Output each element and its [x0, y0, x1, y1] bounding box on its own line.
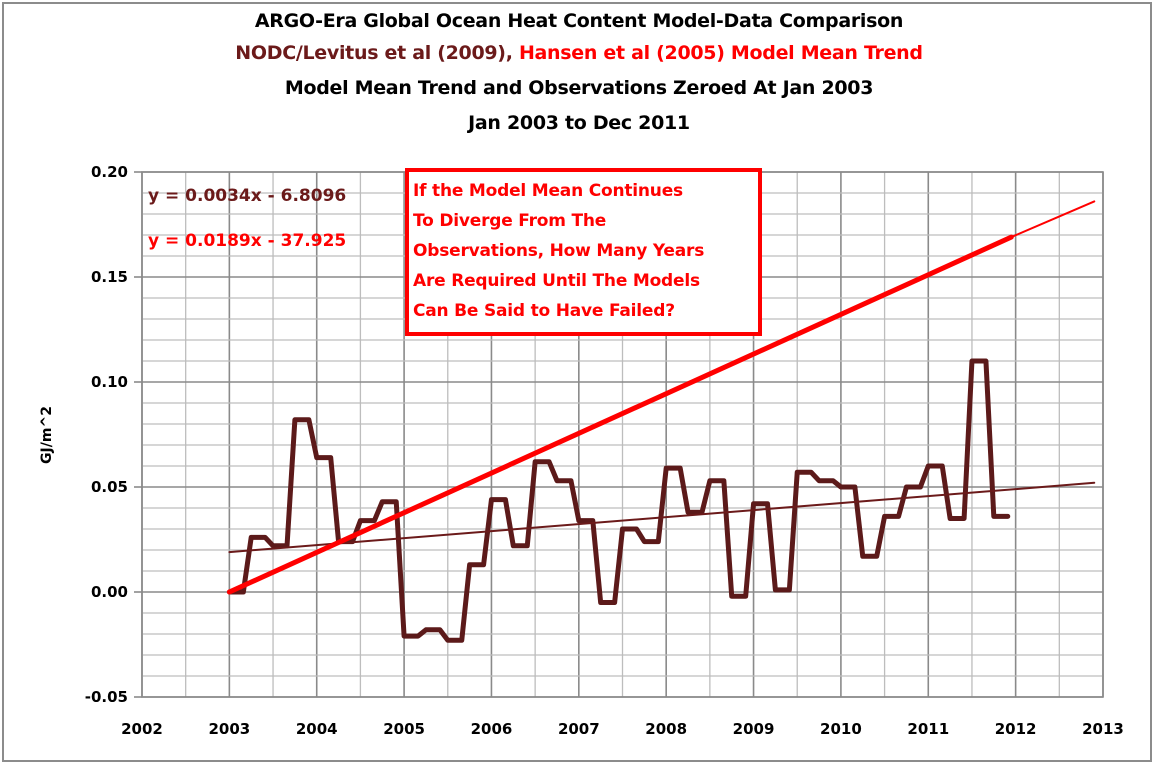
y-tick-label: 0.00 — [91, 583, 128, 601]
annotation-line: To Diverge From The — [413, 211, 607, 231]
x-tick-label: 2008 — [645, 720, 687, 738]
subtitle-part-model: Hansen et al (2005) Model Mean Trend — [518, 42, 923, 64]
y-tick-label: 0.15 — [91, 268, 128, 286]
model-mean-trend-line — [226, 234, 1014, 595]
x-tick-label: 2011 — [907, 720, 949, 738]
x-tick-label: 2012 — [995, 720, 1037, 738]
x-tick-label: 2007 — [558, 720, 600, 738]
x-tick-label: 2010 — [820, 720, 862, 738]
x-tick-label: 2005 — [383, 720, 425, 738]
x-tick-label: 2004 — [296, 720, 338, 738]
annotation-line: If the Model Mean Continues — [413, 181, 683, 201]
chart-subtitle-3: Jan 2003 to Dec 2011 — [468, 112, 690, 134]
obs-trend-equation: y = 0.0034x - 6.8096 — [148, 186, 346, 206]
chart-subtitle: NODC/Levitus et al (2009), Hansen et al … — [0, 42, 1158, 64]
subtitle-part-observations: NODC/Levitus et al (2009), — [235, 42, 519, 64]
y-tick-label: 0.20 — [91, 163, 128, 181]
model-trend-extension-line — [1010, 200, 1096, 239]
x-tick-label: 2013 — [1082, 720, 1124, 738]
y-axis-label: GJ/m^2 — [39, 406, 55, 464]
x-tick-label: 2002 — [121, 720, 163, 738]
x-tick-label: 2006 — [471, 720, 513, 738]
annotation-line: Observations, How Many Years — [413, 241, 705, 261]
annotation-box: If the Model Mean Continues To Diverge F… — [405, 168, 762, 336]
annotation-line: Are Required Until The Models — [413, 271, 700, 291]
chart-subtitle-2: Model Mean Trend and Observations Zeroed… — [284, 77, 874, 99]
series-group — [226, 200, 1096, 643]
axes: 0.20 0.15 0.10 0.05 0.00 -0.05 2002 2003 2004 200… — [85, 163, 1124, 738]
x-tick-label: 2009 — [733, 720, 775, 738]
chart-title: ARGO-Era Global Ocean Heat Content Model… — [254, 10, 904, 32]
x-tick-label: 2003 — [208, 720, 250, 738]
model-trend-equation: y = 0.0189x - 37.925 — [148, 231, 346, 251]
annotation-line: Can Be Said to Have Failed? — [413, 301, 675, 321]
y-tick-label: 0.05 — [91, 478, 128, 496]
observations-trend-line — [228, 481, 1096, 554]
y-tick-label: 0.10 — [91, 373, 128, 391]
y-tick-label: -0.05 — [85, 688, 128, 706]
observations-line — [226, 358, 1011, 643]
